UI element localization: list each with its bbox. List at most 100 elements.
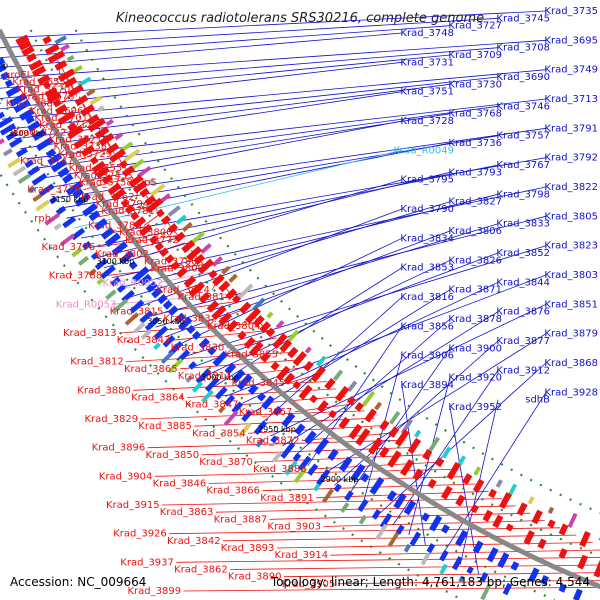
feature-block	[480, 583, 492, 600]
gene-label: Krad_3885	[138, 421, 192, 432]
feature-block	[375, 523, 388, 541]
forward-cds	[439, 549, 449, 562]
feature-block	[223, 410, 239, 427]
reverse-cds	[558, 548, 568, 559]
kbp-tick-label: 2950 kbp	[258, 425, 296, 434]
reverse-cds	[107, 182, 122, 196]
gene-label: Krad_R0053	[56, 299, 117, 310]
forward-cds	[55, 205, 67, 216]
reverse-cds	[260, 352, 271, 363]
reverse-cds	[86, 113, 100, 126]
feature-block	[340, 502, 350, 513]
reverse-cds	[248, 341, 264, 357]
gene-label: Krad_3758 clpS	[79, 178, 157, 189]
feature-block	[332, 369, 344, 381]
forward-cds	[35, 136, 54, 152]
gene-label: sdhB	[525, 395, 550, 406]
reverse-cds	[54, 104, 68, 115]
gene-label: Krad_3843	[117, 335, 171, 346]
forward-cds	[13, 99, 31, 113]
reverse-cds	[211, 305, 227, 321]
reverse-cds	[44, 87, 58, 99]
gene-label: Krad_3743	[74, 170, 128, 181]
forward-cds	[32, 129, 47, 141]
gene-label: Krad_3701	[34, 113, 88, 124]
leader-line	[347, 348, 451, 496]
reverse-cds	[252, 315, 265, 328]
reverse-cds	[272, 332, 288, 350]
reverse-cds	[303, 360, 314, 372]
reverse-cds	[440, 485, 453, 500]
gene-label: Krad_3879	[544, 329, 598, 340]
forward-cds	[139, 273, 152, 286]
gene-label: Krad_3713	[544, 94, 598, 105]
forward-cds	[88, 210, 101, 222]
feature-block	[312, 483, 321, 492]
reverse-cds	[130, 211, 140, 221]
feature-block	[32, 193, 43, 203]
reverse-cds	[111, 188, 127, 202]
feature-block	[255, 438, 265, 448]
feature-block	[112, 298, 129, 313]
gene-label: Krad_3655	[12, 77, 66, 88]
reverse-cds	[259, 321, 272, 334]
forward-cds	[379, 512, 393, 529]
reverse-cds	[292, 380, 302, 390]
feature-block	[316, 355, 327, 367]
gene-label: Krad_3834	[400, 233, 454, 244]
reverse-cds	[279, 339, 293, 353]
reverse-cds	[427, 478, 437, 489]
reverse-cds	[243, 336, 256, 349]
reverse-cds	[145, 197, 164, 214]
reverse-cds	[292, 351, 307, 367]
gene-label: Krad_3900	[448, 343, 502, 354]
gene-label: Krad_3845	[232, 378, 286, 389]
forward-cds	[82, 241, 92, 250]
gene-label: Krad_3746	[496, 101, 550, 112]
gene-label: Krad_3731	[400, 57, 454, 68]
gene-label: rph	[34, 213, 51, 224]
leader-line	[233, 366, 310, 377]
reverse-cds	[335, 385, 350, 402]
gene-label: Krad_3937	[120, 557, 174, 568]
leader-line	[52, 127, 547, 199]
gene-label: Krad_3738	[54, 142, 108, 153]
gene-label: Krad_3696	[30, 106, 84, 117]
gene-label: Krad_3795	[400, 175, 454, 186]
gene-label: Krad_3926	[113, 529, 167, 540]
gene-label: Krad_3903	[267, 522, 321, 533]
gene-label: Krad_3812	[70, 357, 124, 368]
forward-cds	[350, 463, 366, 482]
gene-label: Krad_3747	[20, 156, 74, 167]
forward-cds	[139, 310, 154, 324]
leader-line	[140, 410, 365, 420]
reverse-cds	[28, 59, 43, 71]
leader-line	[0, 25, 451, 59]
feature-block	[420, 552, 431, 566]
reverse-cds	[98, 132, 115, 147]
leader-line	[235, 281, 499, 407]
reverse-cds	[144, 195, 157, 206]
leader-line	[301, 432, 395, 441]
gene-label: Krad_3708	[496, 43, 550, 54]
forward-cds	[191, 330, 202, 340]
leader-line	[0, 10, 547, 39]
feature-block	[153, 342, 161, 351]
reverse-cds	[176, 267, 188, 279]
forward-cds	[31, 172, 48, 186]
feature-block	[403, 543, 412, 553]
gene-label: Krad_3914	[275, 550, 329, 561]
reverse-cds	[188, 281, 205, 298]
gene-label: Krad_3809	[150, 264, 204, 275]
leader-line	[0, 17, 499, 49]
forward-cds	[5, 85, 22, 98]
forward-cds	[90, 252, 99, 261]
feature-block	[0, 138, 5, 145]
leader-line	[183, 245, 547, 358]
reverse-cds	[80, 104, 95, 117]
gene-label: Krad_3952	[448, 402, 502, 413]
reverse-cds	[354, 402, 364, 412]
reverse-cds	[310, 365, 326, 383]
reverse-cds	[593, 560, 600, 578]
reverse-cds	[482, 509, 493, 522]
